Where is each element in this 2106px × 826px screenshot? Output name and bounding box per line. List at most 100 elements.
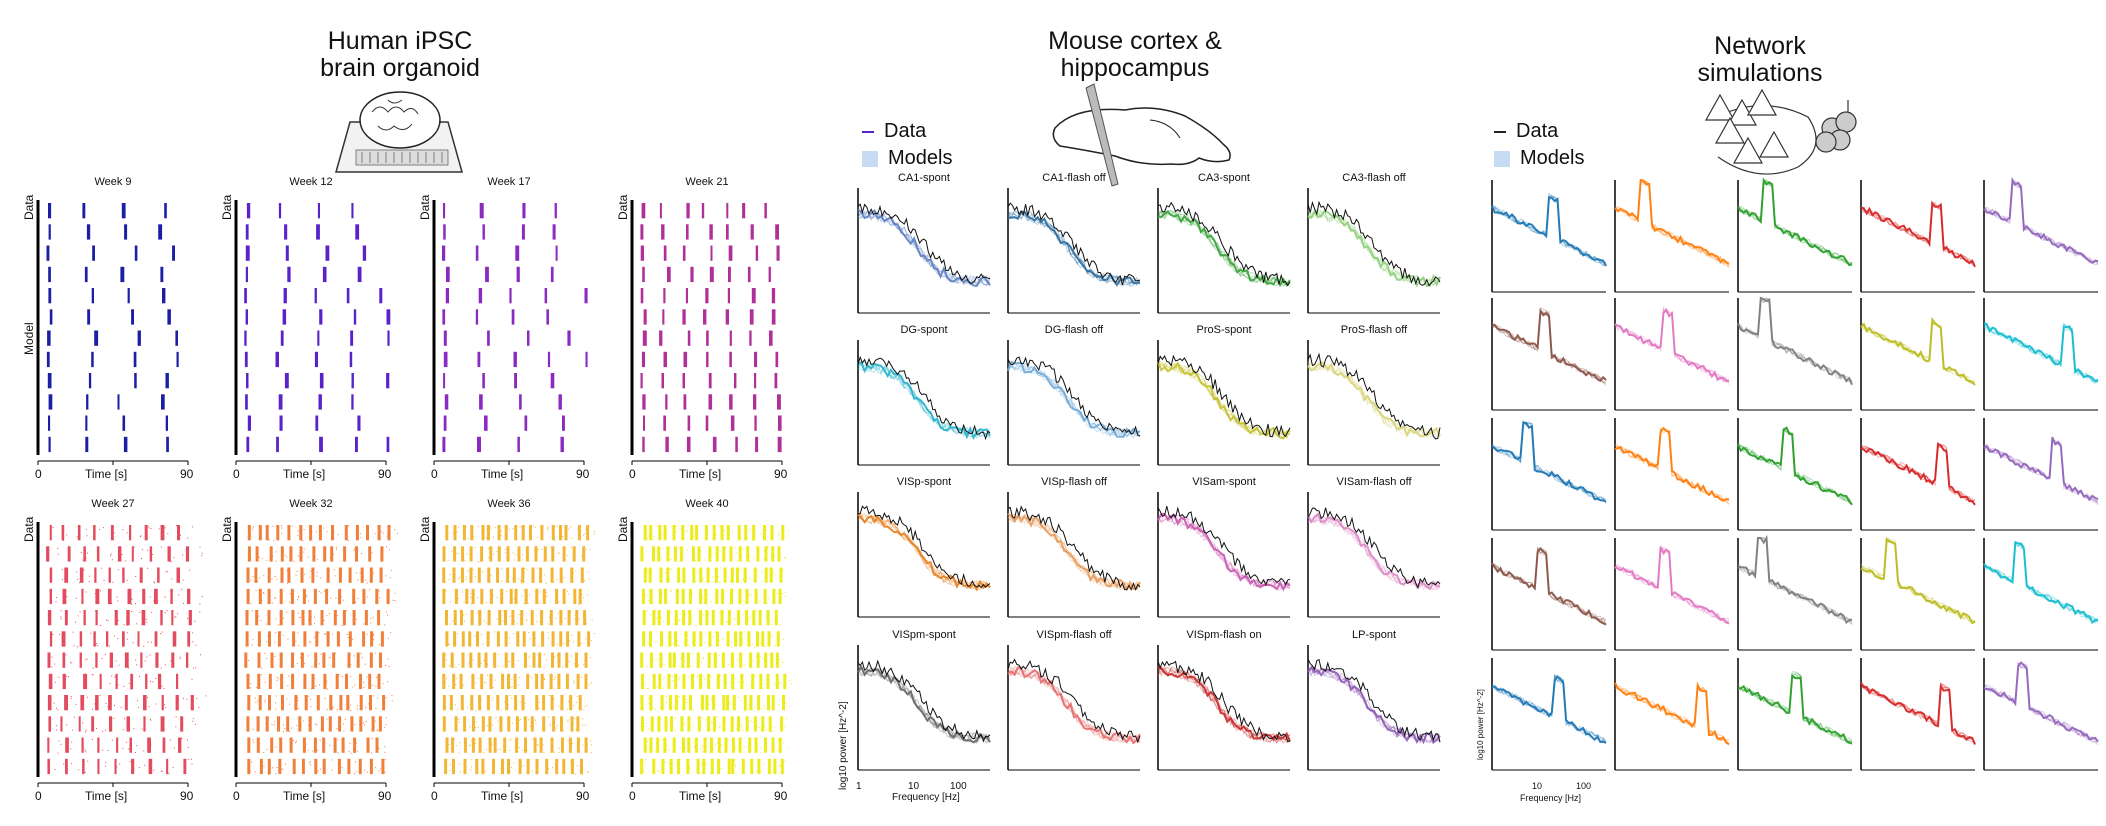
spike — [255, 702, 257, 703]
mouse-psd-panel — [1307, 645, 1441, 771]
mouse-panel-title: VISam-spont — [1192, 476, 1256, 488]
spike-burst — [652, 610, 656, 626]
psd-model-trace — [1737, 672, 1853, 745]
spike-burst — [332, 652, 336, 668]
spike — [155, 703, 157, 705]
spike — [751, 643, 753, 645]
spike-burst — [120, 266, 125, 283]
spike — [524, 638, 526, 640]
spike — [724, 529, 726, 531]
spike — [509, 750, 511, 751]
spike — [545, 554, 547, 556]
spike — [743, 766, 745, 768]
mouse-xtick-10: 10 — [908, 781, 920, 792]
raster-ylabel-data: Data — [418, 516, 432, 542]
raster-xtick-0: 0 — [233, 789, 240, 803]
psd-model-trace — [1860, 322, 1976, 384]
spike — [366, 596, 368, 598]
spike — [448, 743, 450, 745]
psd-model-trace — [1157, 514, 1291, 589]
spike-burst — [552, 716, 556, 732]
spike-burst — [247, 758, 251, 775]
spike — [648, 599, 649, 601]
spike-burst — [680, 546, 684, 562]
spike — [109, 645, 110, 647]
spike — [287, 638, 289, 640]
spike-burst — [749, 309, 754, 325]
spike — [566, 686, 568, 688]
spike — [181, 738, 183, 739]
spike-burst — [47, 737, 50, 753]
spike — [647, 569, 648, 571]
spike-burst — [649, 588, 653, 605]
spike — [454, 770, 456, 772]
spike — [87, 760, 89, 762]
raster-panel — [432, 522, 595, 787]
spike — [505, 530, 507, 532]
spike — [706, 620, 708, 622]
spike — [293, 740, 294, 741]
spike-burst — [322, 266, 327, 283]
spike — [665, 696, 667, 697]
raster-ylabel-data: Data — [220, 516, 234, 542]
spike — [647, 571, 649, 573]
psd-model-trace — [1983, 541, 2099, 624]
spike — [445, 678, 447, 680]
spike — [584, 724, 586, 726]
network-psd-panel — [1983, 298, 2099, 411]
spike — [99, 528, 100, 530]
spike — [304, 678, 306, 680]
spike-burst — [771, 309, 776, 325]
spike — [195, 644, 197, 646]
spike — [311, 531, 313, 533]
spike — [380, 768, 382, 770]
spike-burst — [560, 695, 564, 711]
spike-burst — [649, 525, 653, 541]
spike-burst — [727, 288, 730, 304]
spike-burst — [461, 652, 465, 668]
spike — [743, 633, 745, 634]
spike-burst — [700, 695, 704, 711]
spike-burst — [377, 673, 381, 690]
spike — [777, 740, 779, 742]
spike-burst — [330, 546, 334, 562]
spike-burst — [781, 525, 785, 541]
spike-burst — [178, 737, 182, 753]
spike — [357, 579, 359, 581]
spike — [150, 528, 152, 529]
psd-model-trace — [1737, 297, 1853, 383]
spike-burst — [680, 716, 684, 732]
spike — [355, 742, 357, 744]
spike-burst — [366, 525, 369, 541]
spike — [672, 664, 674, 666]
spike-burst — [735, 436, 738, 453]
spike — [457, 598, 459, 600]
spike — [508, 642, 510, 644]
spike — [519, 525, 521, 527]
spike — [472, 535, 474, 537]
spike — [770, 634, 772, 636]
spike — [742, 681, 744, 683]
spike — [545, 596, 547, 598]
spike — [131, 611, 133, 612]
spike-burst — [303, 631, 307, 647]
spike — [511, 678, 513, 680]
spike-burst — [686, 758, 690, 775]
spike — [727, 697, 729, 699]
spike — [724, 534, 726, 536]
spike-burst — [659, 330, 663, 346]
spike — [157, 600, 159, 602]
spike — [716, 534, 718, 536]
spike-burst — [247, 546, 251, 562]
spike-burst — [777, 546, 781, 562]
psd-model-trace — [1737, 537, 1853, 625]
spike-burst — [124, 652, 129, 668]
spike — [289, 731, 291, 733]
spike — [196, 698, 198, 700]
spike — [326, 709, 328, 710]
spike — [783, 569, 785, 571]
spike — [736, 728, 738, 730]
spike-burst — [294, 695, 298, 711]
spike — [738, 547, 740, 549]
spike-burst — [699, 588, 703, 605]
